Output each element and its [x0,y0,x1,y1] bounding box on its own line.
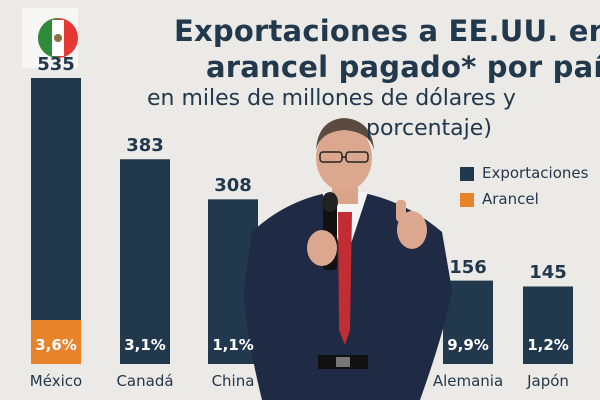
category-label-3: Alemania [432,372,504,390]
bar-exports-4 [523,286,573,364]
bar-tariff-0 [31,320,81,364]
value-label-3: 156 [449,256,487,278]
category-label-0: México [29,372,83,390]
category-label-2: China [211,372,255,390]
slide-title-line-2: arancel pagado* por país [206,50,600,84]
bar-exports-0 [31,78,81,364]
value-label-4: 145 [529,262,567,284]
bar-exports-3 [443,280,493,364]
pct-label-3: 9,9% [447,336,489,354]
legend-label-exports: Exportaciones [482,164,589,182]
value-label-2: 308 [214,175,252,197]
bar-exports-1 [120,159,170,364]
category-label-1: Canadá [116,372,174,390]
pct-label-1: 3,1% [124,336,166,354]
pct-label-4: 1,2% [527,336,569,354]
bar-chart [31,78,573,364]
legend-swatch-exports [460,167,474,181]
legend-label-tariff: Arancel [482,190,539,208]
emblem-logo [22,8,78,68]
pct-label-2: 1,1% [212,336,254,354]
slide-subtitle-line-1: en miles de millones de dólares y [147,86,516,111]
pct-label-0: 3,6% [35,336,77,354]
value-label-1: 383 [126,135,164,157]
slide-subtitle-line-2: porcentaje) [366,116,492,141]
speaker-figure [244,118,452,400]
legend-swatch-tariff [460,193,474,207]
category-label-4: Japón [527,372,569,390]
slide-title-line-1: Exportaciones a EE.UU. en [174,14,600,48]
value-label-0: 535 [37,54,75,75]
